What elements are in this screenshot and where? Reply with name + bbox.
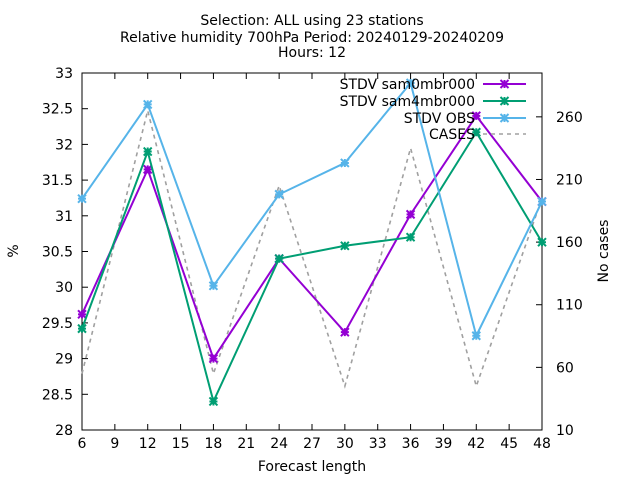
data-point (340, 241, 350, 251)
data-point (143, 99, 153, 110)
data-point (208, 281, 219, 291)
x-tick-label: 18 (205, 436, 223, 452)
series-stdv-obs (77, 78, 547, 341)
data-point (274, 253, 284, 264)
x-tick-label: 45 (500, 436, 518, 452)
x-tick-label: 39 (435, 436, 453, 452)
series-line (81, 114, 543, 361)
data-point (471, 331, 481, 341)
legend-marker (499, 96, 510, 106)
y2-tick-label: 60 (556, 360, 574, 376)
y2-tick-label: 160 (556, 235, 583, 251)
x-tick-label: 15 (172, 436, 190, 452)
x-tick-label: 27 (303, 436, 321, 452)
data-point (208, 396, 219, 407)
y-tick-label: 28.5 (42, 387, 73, 403)
x-tick-label: 42 (467, 436, 485, 452)
title-line: Relative humidity 700hPa Period: 2024012… (120, 30, 504, 46)
legend-label: CASES (429, 127, 475, 143)
y-tick-label: 29 (55, 352, 73, 368)
y-axis-label: % (6, 244, 22, 257)
data-point (471, 127, 481, 137)
series-line (81, 80, 543, 339)
chart-title: Selection: ALL using 23 stations Relativ… (120, 13, 504, 61)
data-point (77, 193, 87, 204)
y-tick-label: 31 (55, 209, 73, 225)
y-tick-label: 28 (55, 423, 73, 439)
data-point (405, 232, 416, 242)
x-tick-label: 6 (78, 436, 87, 452)
x-tick-label: 9 (110, 436, 119, 452)
data-point (405, 78, 416, 88)
y2-axis-label: No cases (596, 220, 612, 283)
data-point (340, 327, 350, 337)
y-tick-label: 30.5 (42, 245, 73, 261)
x-tick-label: 12 (139, 436, 157, 452)
data-point (537, 196, 547, 207)
y-tick-label: 33 (55, 66, 73, 82)
data-point (77, 323, 87, 334)
data-point (143, 164, 153, 175)
y-tick-label: 32 (55, 137, 73, 153)
legend-label: STDV OBS (404, 111, 475, 127)
data-point (340, 158, 350, 168)
data-point (274, 189, 284, 200)
data-point (143, 146, 153, 157)
data-point (537, 237, 547, 247)
title-line: Selection: ALL using 23 stations (200, 13, 423, 29)
y2-tick-label: 10 (556, 423, 574, 439)
series-stdv-sam4mbr000 (77, 127, 547, 407)
legend-label: STDV sam4mbr000 (340, 94, 475, 110)
y-tick-label: 32.5 (42, 102, 73, 118)
legend-label: STDV sam0mbr000 (340, 77, 475, 93)
x-tick-label: 33 (369, 436, 387, 452)
x-tick-label: 24 (270, 436, 288, 452)
x-axis-label: Forecast length (258, 459, 366, 475)
data-point (77, 309, 87, 320)
y-tick-label: 29.5 (42, 316, 73, 332)
data-point (208, 353, 219, 364)
y2-tick-label: 110 (556, 298, 583, 314)
data-point (471, 111, 481, 121)
x-tick-label: 21 (237, 436, 255, 452)
legend-marker (499, 79, 510, 89)
series-line (81, 130, 543, 405)
y2-tick-label: 210 (556, 172, 583, 188)
y-tick-label: 31.5 (42, 173, 73, 189)
data-point (405, 209, 416, 220)
title-line: Hours: 12 (278, 45, 346, 61)
x-tick-label: 30 (336, 436, 354, 452)
legend-marker (499, 113, 510, 123)
x-tick-label: 48 (533, 436, 551, 452)
x-tick-label: 36 (402, 436, 420, 452)
y2-tick-label: 260 (556, 110, 583, 126)
y-tick-label: 30 (55, 280, 73, 296)
